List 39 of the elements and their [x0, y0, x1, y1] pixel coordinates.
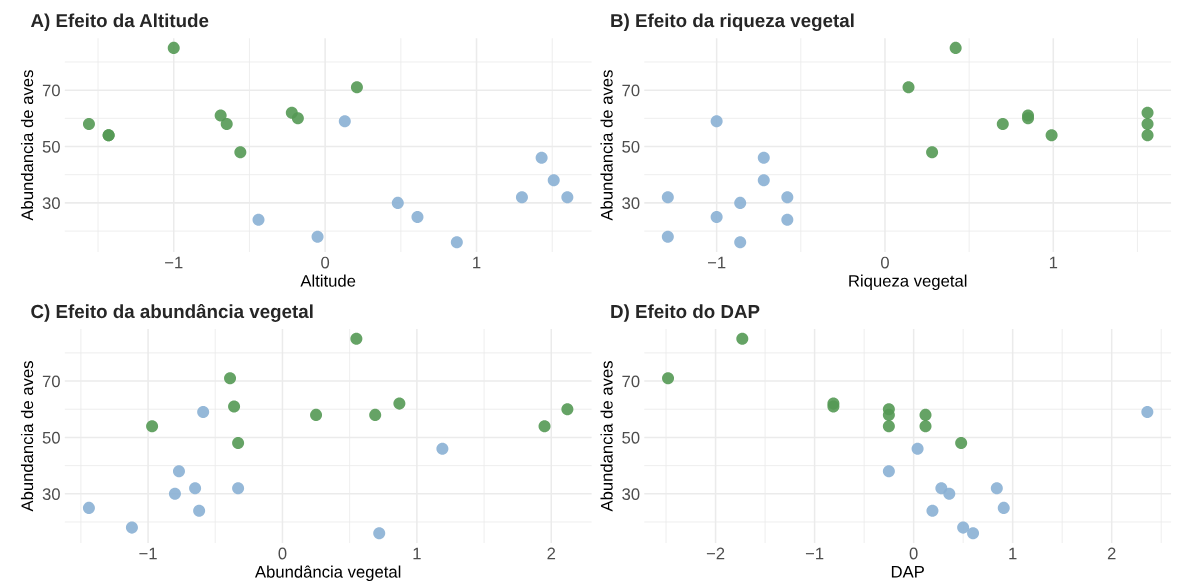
x-tick-label: 0 [321, 256, 330, 269]
x-tick-label: 2 [1107, 547, 1116, 560]
x-axis-title: DAP [891, 566, 924, 578]
y-tick-label: 70 [622, 375, 640, 388]
y-tick-label: 70 [42, 375, 60, 388]
chart-title: B) Efeito da riqueza vegetal [611, 13, 854, 32]
y-tick-label: 50 [42, 140, 60, 153]
x-tick-label: 0 [278, 547, 287, 560]
y-axis-title: Abundancia de aves [20, 70, 34, 221]
x-axis-title: Abundância vegetal [254, 565, 401, 582]
y-axis-title: Abundancia de aves [20, 361, 34, 512]
x-axis-title: Altitude [300, 274, 356, 287]
y-tick-label: 50 [622, 140, 640, 153]
x-tick-label: 1 [473, 256, 481, 269]
x-tick-label: −1 [139, 547, 157, 560]
chart-title: C) Efeito da abundância vegetal [31, 303, 313, 322]
x-tick-label: −1 [707, 256, 726, 269]
y-tick-label: 30 [622, 197, 640, 210]
x-axis-title: Riqueza vegetal [849, 274, 967, 291]
y-tick-label: 30 [622, 488, 640, 500]
x-tick-label: 2 [547, 547, 556, 560]
y-tick-label: 30 [42, 488, 60, 500]
y-axis-title: Abundancia de aves [600, 70, 613, 221]
chart-title: A) Efeito da Altitude [30, 13, 209, 31]
y-axis-title: Abundancia de aves [600, 361, 613, 512]
y-tick-label: 50 [622, 431, 640, 444]
x-tick-label: −2 [706, 547, 725, 560]
x-tick-label: 1 [1049, 256, 1058, 269]
y-tick-label: 50 [42, 431, 60, 444]
chart-title: D) Efeito do DAP [611, 304, 760, 322]
y-tick-label: 30 [42, 197, 60, 210]
x-tick-label: −1 [805, 547, 824, 560]
x-tick-label: 0 [880, 256, 889, 269]
x-tick-label: 1 [413, 547, 421, 560]
x-tick-label: 0 [909, 547, 918, 560]
x-tick-label: −1 [165, 256, 183, 269]
y-tick-label: 70 [622, 84, 640, 97]
y-tick-label: 70 [42, 84, 60, 97]
x-tick-label: 1 [1009, 547, 1017, 560]
